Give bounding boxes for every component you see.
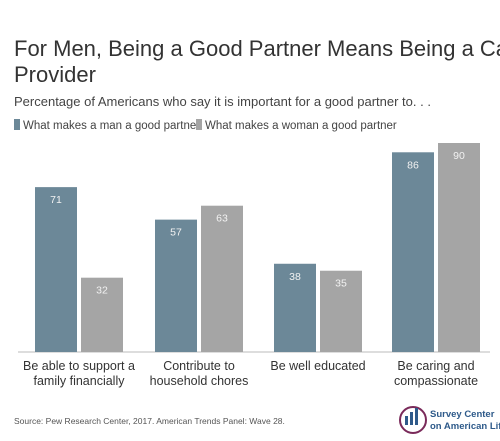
chart-title: For Men, Being a Good Partner Means Bein… [14, 36, 500, 61]
data-label: 57 [170, 227, 182, 239]
logo-bar [410, 412, 413, 425]
data-label: 63 [216, 213, 228, 225]
bar [320, 270, 362, 352]
data-label: 90 [453, 150, 465, 162]
x-tick-label: household chores [150, 374, 249, 388]
legend-swatch [14, 119, 20, 130]
legend-swatch [196, 119, 202, 130]
chart-subtitle: Percentage of Americans who say it is im… [14, 94, 431, 109]
bar [201, 205, 243, 352]
x-tick-label: Be caring and [397, 359, 474, 373]
logo-bar [415, 408, 418, 425]
bar [155, 219, 197, 352]
data-label: 71 [50, 194, 62, 206]
x-tick-label: compassionate [394, 374, 478, 388]
x-tick-label: Be well educated [270, 359, 365, 373]
bar [35, 187, 77, 352]
x-tick-label: family financially [33, 374, 125, 388]
x-tick-label: Be able to support a [23, 359, 135, 373]
bar [392, 152, 434, 352]
logo-text: Survey Center [430, 409, 495, 420]
bar [438, 143, 480, 352]
data-label: 86 [407, 159, 419, 171]
logo: Survey Center on American Life [399, 406, 500, 434]
logo-ring [399, 406, 427, 434]
legend-label: What makes a woman a good partner [205, 120, 397, 132]
data-label: 32 [96, 285, 108, 297]
x-tick-label: Contribute to [163, 359, 235, 373]
source: Source: Pew Research Center, 2017. Ameri… [14, 416, 285, 426]
bar [81, 277, 123, 352]
bar [274, 263, 316, 352]
logo-bar [405, 416, 408, 425]
logo-text: on American Life [430, 421, 500, 432]
data-label: 35 [335, 278, 347, 290]
chart-title: Provider [14, 62, 96, 87]
data-label: 38 [289, 271, 301, 283]
legend-label: What makes a man a good partner [23, 120, 200, 132]
